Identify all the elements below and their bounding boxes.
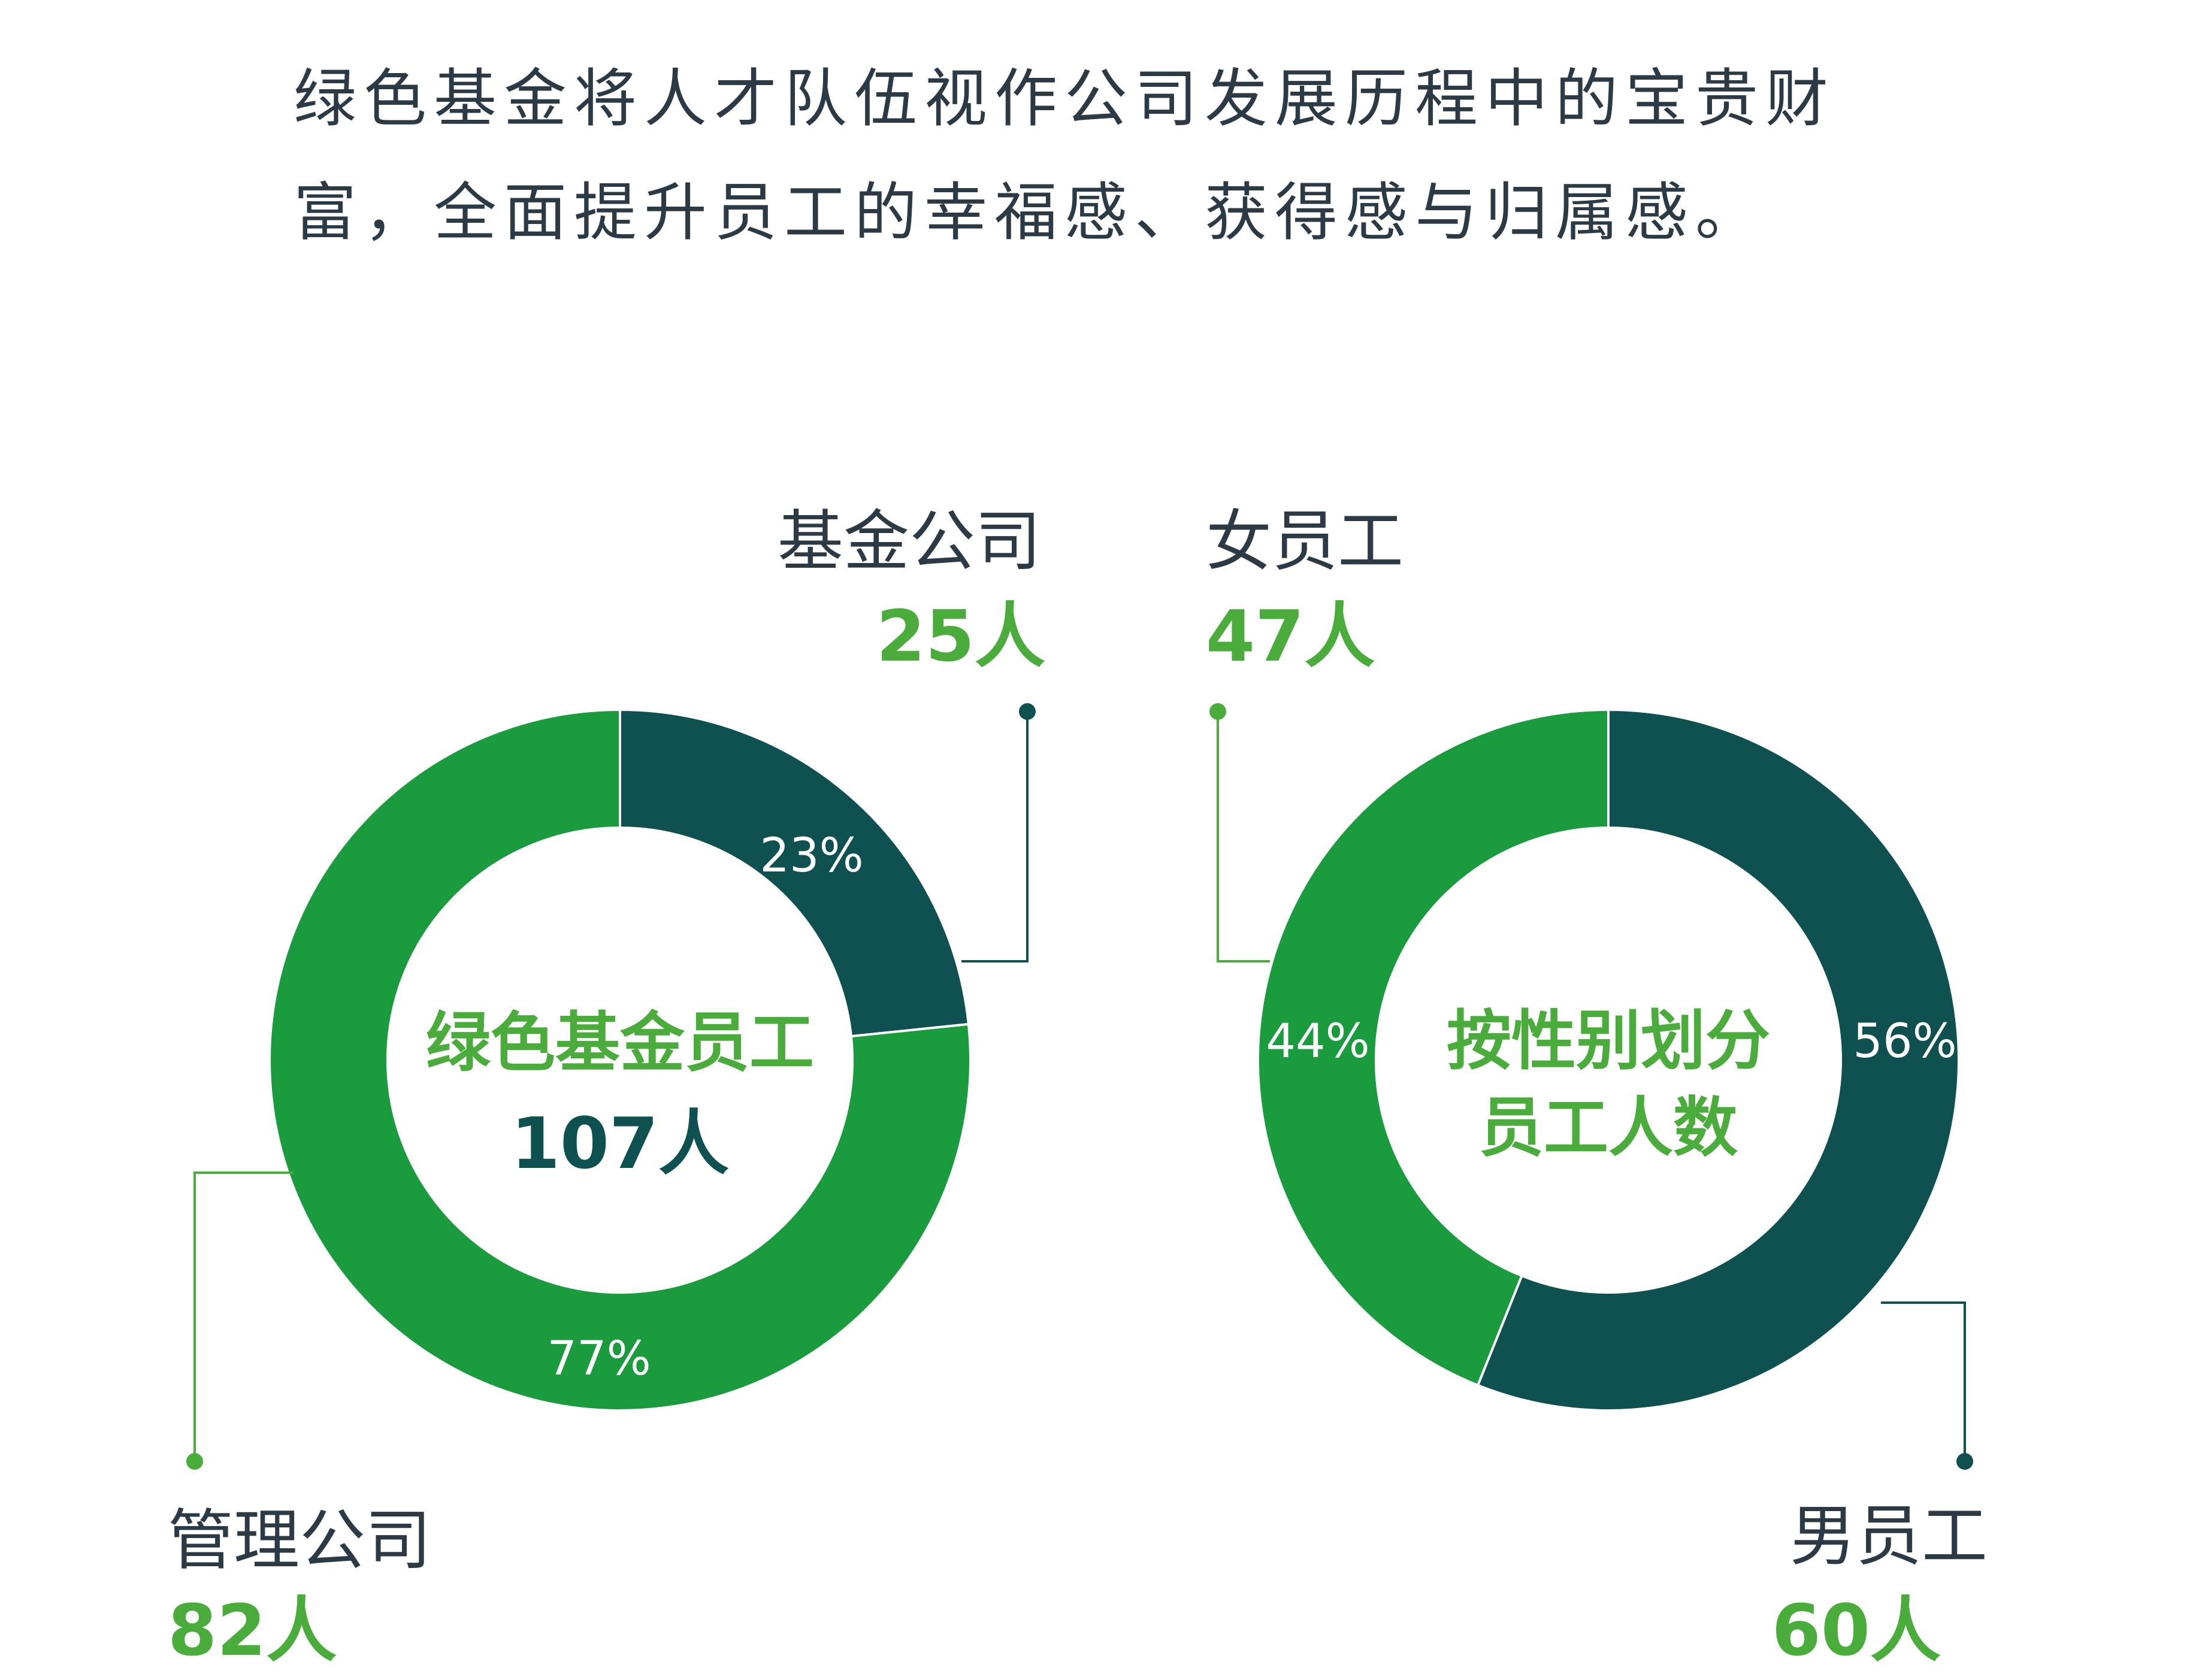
leader-line-female (1217, 712, 1270, 962)
percent-label-management-company: 77% (547, 1332, 651, 1386)
leader-dot-management-company (186, 1453, 203, 1470)
legend-name-fund-company: 基金公司 (778, 503, 1041, 580)
slice-female (1257, 708, 1610, 1387)
slice-management-company (268, 708, 972, 1412)
center-title-gender-line-1: 按性别划分 (1447, 1004, 1770, 1079)
leader-dot-male (1956, 1453, 1973, 1470)
intro-line-2: 富，全面提升员工的幸福感、获得感与归属感。 (294, 176, 1766, 249)
center-title-gender-line-2: 员工人数 (1479, 1091, 1738, 1166)
center-total-employees: 107人 (511, 1102, 729, 1185)
legend-name-management-company: 管理公司 (168, 1502, 431, 1579)
percent-label-fund-company: 23% (760, 829, 863, 883)
slice-fund-company (619, 708, 970, 1038)
leader-line-fund-company (961, 712, 1029, 962)
legend-name-male: 男员工 (1790, 1498, 1988, 1575)
legend-count-male: 60人 (1772, 1589, 1941, 1672)
leader-line-management-company (193, 1172, 294, 1461)
slice-male (1476, 708, 1960, 1412)
legend-count-female: 47人 (1206, 595, 1375, 677)
chart-company: 23% 77% 绿色基金员工 107人 基金公司 25人 管理公司 82人 (168, 503, 1045, 1672)
percent-label-female: 44% (1266, 1015, 1369, 1068)
legend-count-fund-company: 25人 (876, 595, 1045, 677)
leader-line-male (1881, 1301, 1966, 1461)
center-title-employees: 绿色基金员工 (426, 1006, 814, 1080)
leader-dot-female (1209, 703, 1226, 720)
intro-paragraph: 绿色基金将人才队伍视作公司发展历程中的宝贵财 富，全面提升员工的幸福感、获得感与… (294, 42, 1971, 270)
legend-name-female: 女员工 (1206, 503, 1403, 580)
percent-label-male: 56% (1853, 1015, 1956, 1068)
leader-dot-fund-company (1019, 703, 1036, 720)
intro-line-1: 绿色基金将人才队伍视作公司发展历程中的宝贵财 (294, 62, 1836, 135)
legend-count-management-company: 82人 (168, 1589, 337, 1672)
chart-gender: 56% 44% 按性别划分 员工人数 女员工 47人 男员工 60人 (1206, 503, 1988, 1672)
